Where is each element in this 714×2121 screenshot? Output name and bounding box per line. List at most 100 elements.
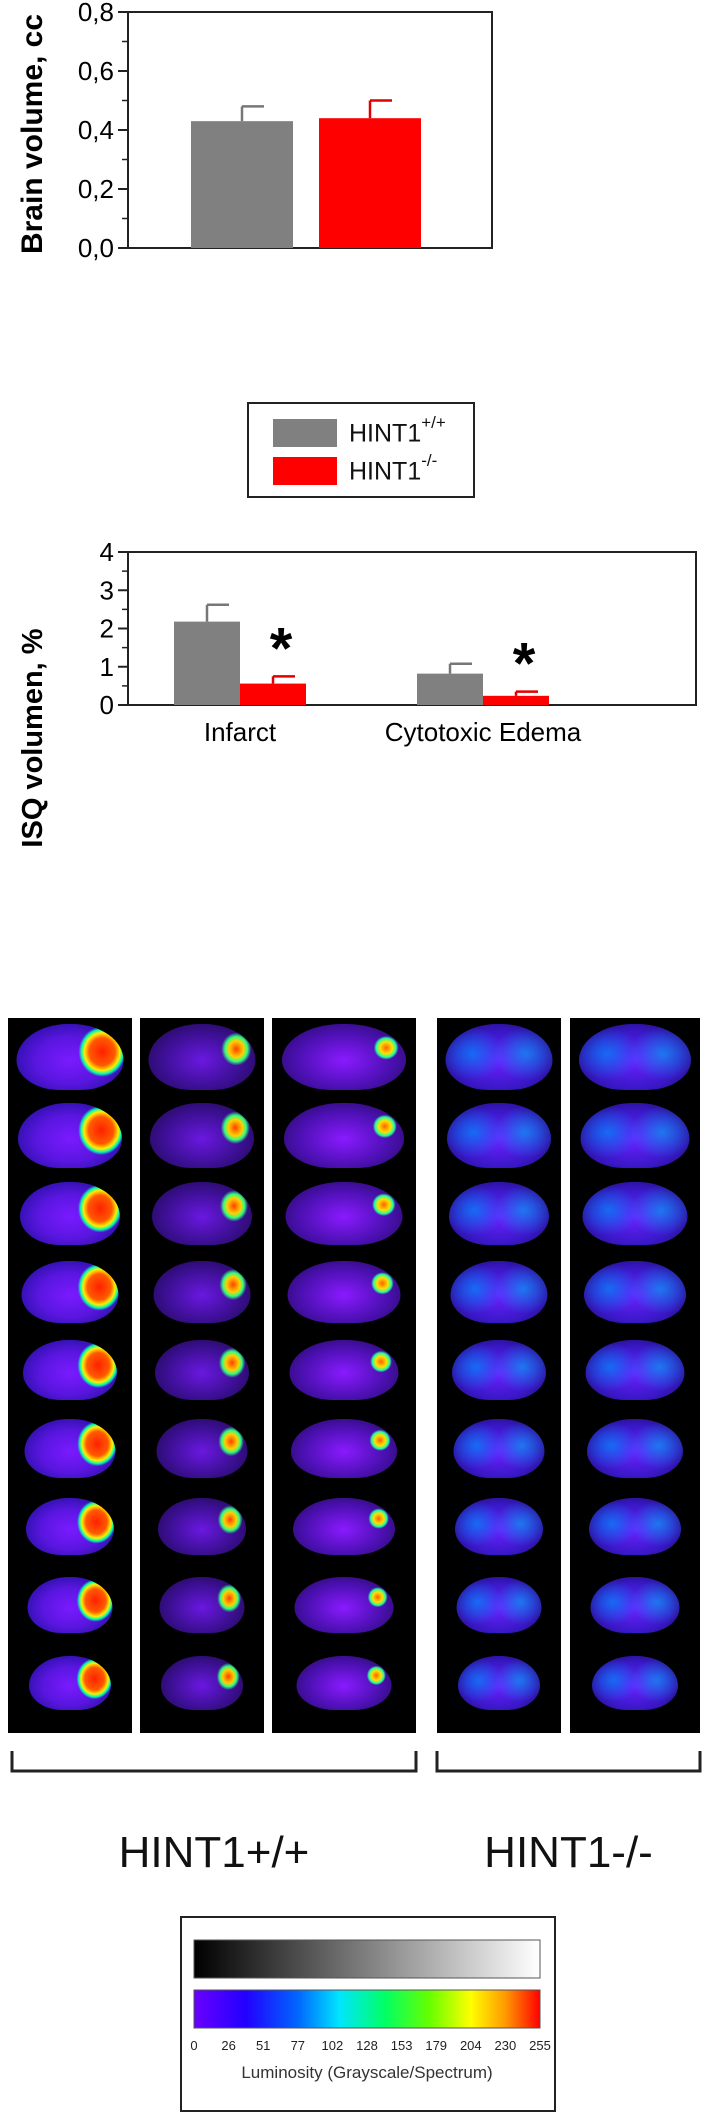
colorbar-ticks: 0 26 51 77 102 128 153 179 204 230 255 (190, 2038, 550, 2053)
x-category-label: Cytotoxic Edema (385, 717, 582, 747)
brain-slice-image (293, 1498, 395, 1555)
mri-strip (437, 1018, 561, 1733)
brain-slice-image (27, 1577, 113, 1633)
group-brackets (10, 1751, 702, 1773)
brain-slice-image (582, 1182, 688, 1245)
colorbar-tick-label: 230 (495, 2038, 517, 2053)
brain-slice-image (159, 1577, 245, 1633)
plot-frame (127, 11, 493, 249)
brain-volume-axes: 0,0 0,2 0,4 0,6 0,8 (78, 0, 493, 263)
y-tick-label: 0,8 (78, 0, 114, 27)
brain-slice-image (579, 1024, 691, 1090)
bar (483, 695, 549, 705)
brain-slice-image (18, 1103, 122, 1168)
isq-volume-ylabel: ISQ volumen, % (17, 628, 49, 847)
legend-label-knockout: HINT1-/- (349, 451, 438, 486)
brain-slice-image (589, 1498, 681, 1555)
brain-slice-image (148, 1024, 256, 1090)
colorbar-tick-label: 26 (221, 2038, 235, 2053)
brain-slice-image (453, 1419, 545, 1478)
x-category-label: Infarct (204, 717, 277, 747)
brain-slice-image (16, 1024, 124, 1090)
legend: HINT1+/+ HINT1-/- (247, 402, 475, 498)
brain-slice-image (158, 1498, 246, 1555)
brain-slice-image (161, 1656, 243, 1710)
bracket-knockout (435, 1751, 702, 1773)
brain-volume-bars (191, 99, 421, 248)
brain-slice-image (455, 1498, 543, 1555)
y-tick-label: 2 (100, 614, 114, 644)
bar (174, 621, 240, 705)
significance-mark: * (270, 616, 293, 681)
brain-slice-image (456, 1577, 542, 1633)
colorbar-tick-label: 204 (460, 2038, 482, 2053)
brain-slice-image (24, 1419, 116, 1478)
brain-slice-image (284, 1103, 404, 1168)
brain-slice-image (452, 1340, 546, 1400)
brain-slice-image (587, 1419, 683, 1478)
brain-slice-image (26, 1498, 114, 1555)
brain-slice-image (584, 1261, 686, 1323)
brain-slice-image (580, 1103, 690, 1168)
brain-slice-image (585, 1340, 685, 1400)
legend-label-wildtype: HINT1+/+ (349, 413, 446, 448)
brain-slice-image (450, 1261, 548, 1323)
brain-slice-image (592, 1656, 678, 1710)
brain-slice-image (289, 1340, 399, 1400)
brain-volume-ylabel: Brain volume, cc (16, 14, 49, 254)
bracket-wildtype (10, 1751, 418, 1773)
y-tick-label: 4 (100, 537, 114, 567)
mri-slices-panel (0, 1018, 714, 1748)
bar (417, 673, 483, 705)
legend-item-knockout: HINT1-/- (273, 451, 438, 486)
bar (240, 683, 306, 705)
brain-slice-image (287, 1261, 401, 1323)
brain-slice-image (23, 1340, 117, 1400)
colorbar-tick-label: 0 (190, 2038, 197, 2053)
group-label-wildtype: HINT1+/+ (118, 1828, 310, 1877)
brain-slice-image (29, 1656, 111, 1710)
isq-volume-bars: * * (174, 603, 549, 705)
brain-slice-image (590, 1577, 680, 1633)
y-tick-label: 0,0 (78, 233, 114, 263)
colorbar-legend: 0 26 51 77 102 128 153 179 204 230 255 Luminosity … (180, 1916, 556, 2112)
brain-slice-image (155, 1340, 249, 1400)
y-tick-label: 0 (100, 690, 114, 720)
colorbar-tick-label: 51 (256, 2038, 270, 2053)
y-tick-label: 0,4 (78, 115, 114, 145)
brain-volume-chart: 0,0 0,2 0,4 0,6 0,8 Brain volume, cc (16, 0, 493, 263)
brain-slice-image (156, 1419, 248, 1478)
colorbar-tick-label: 77 (291, 2038, 305, 2053)
brain-slice-image (285, 1182, 403, 1245)
brain-slice-image (449, 1182, 549, 1245)
y-tick-label: 0,6 (78, 56, 114, 86)
significance-mark: * (513, 632, 536, 697)
bar (319, 118, 421, 248)
brain-slice-image (447, 1103, 551, 1168)
grayscale-bar (193, 1939, 541, 1979)
brain-slice-image (150, 1103, 254, 1168)
colorbar-caption: Luminosity (Grayscale/Spectrum) (241, 2063, 492, 2082)
brain-slice-image (21, 1261, 119, 1323)
brain-slice-image (282, 1024, 406, 1090)
brain-slice-image (458, 1656, 540, 1710)
legend-item-wildtype: HINT1+/+ (273, 413, 446, 448)
bar (191, 121, 293, 248)
mri-strip (570, 1018, 700, 1733)
brain-slice-image (296, 1656, 392, 1710)
mri-strip (272, 1018, 416, 1733)
mri-strip (140, 1018, 264, 1733)
legend-swatch-wildtype (273, 419, 337, 447)
colorbar-tick-label: 255 (529, 2038, 551, 2053)
brain-slice-image (20, 1182, 120, 1245)
y-tick-label: 1 (100, 652, 114, 682)
isq-volume-axes: 0 1 2 3 4 Infarct Cytotoxic Edema (100, 537, 697, 747)
colorbar-tick-label: 179 (425, 2038, 447, 2053)
mri-strip (8, 1018, 132, 1733)
brain-slice-image (153, 1261, 251, 1323)
brain-slice-image (445, 1024, 553, 1090)
spectrum-bar (193, 1989, 541, 2029)
brain-slice-image (294, 1577, 394, 1633)
brain-slice-image (291, 1419, 397, 1478)
